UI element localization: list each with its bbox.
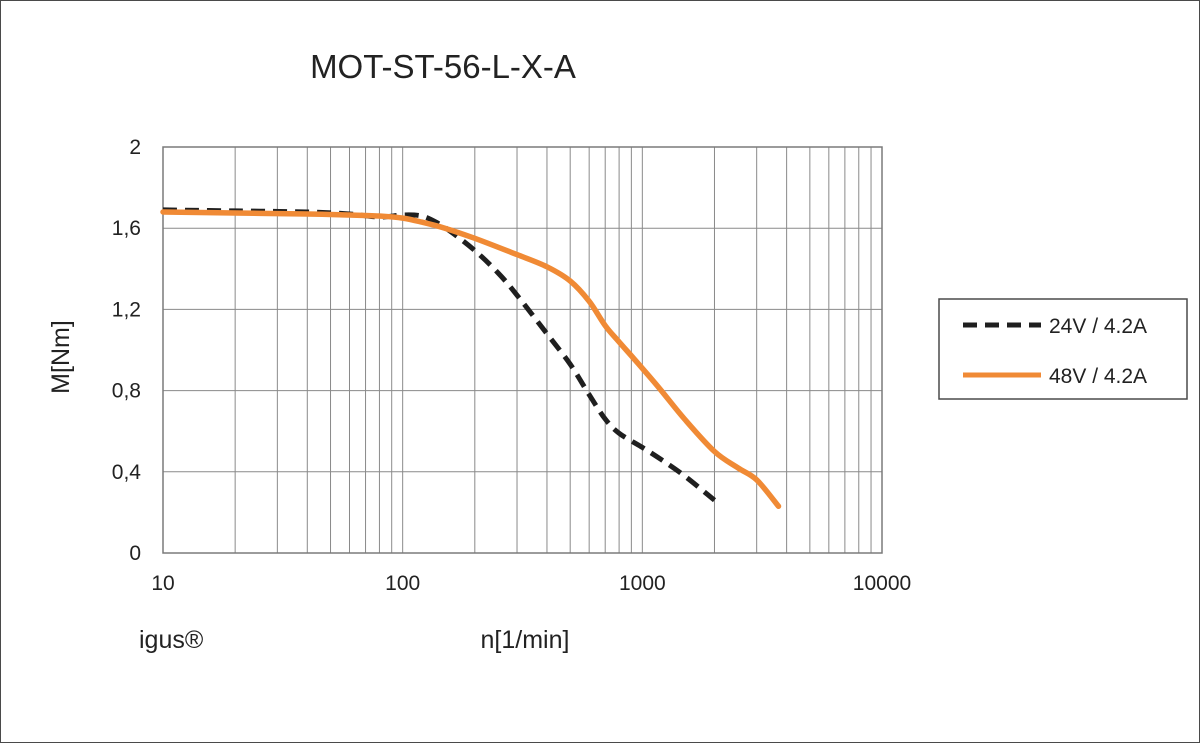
legend-label-48v: 48V / 4.2A [1049, 365, 1147, 388]
x-tick-label: 1000 [619, 572, 666, 595]
legend-box [938, 298, 1188, 400]
igus-brand-label: igus® [139, 626, 204, 654]
x-axis-label: n[1/min] [481, 626, 570, 654]
grid [163, 147, 882, 553]
plot-area-border [162, 146, 883, 554]
legend: 24V / 4.2A 48V / 4.2A [938, 298, 1188, 400]
y-tick-label: 1,6 [112, 217, 141, 240]
tick-labels: 10 100 1000 10000 0 0,4 0,8 1,2 1,6 2 [112, 136, 911, 595]
y-tick-label: 0,4 [112, 461, 142, 484]
x-tick-label: 10000 [853, 572, 911, 595]
y-axis-label: M[Nm] [47, 320, 75, 394]
legend-label-24v: 24V / 4.2A [1049, 315, 1147, 338]
y-tick-label: 0,8 [112, 380, 141, 403]
series-lines [160, 207, 782, 510]
chart-title: MOT-ST-56-L-X-A [310, 48, 576, 85]
y-tick-label: 1,2 [112, 298, 141, 321]
x-tick-label: 100 [385, 572, 420, 595]
x-tick-label: 10 [151, 572, 174, 595]
y-tick-label: 0 [129, 542, 141, 565]
series-line-48v [160, 209, 782, 510]
y-tick-label: 2 [129, 136, 141, 159]
